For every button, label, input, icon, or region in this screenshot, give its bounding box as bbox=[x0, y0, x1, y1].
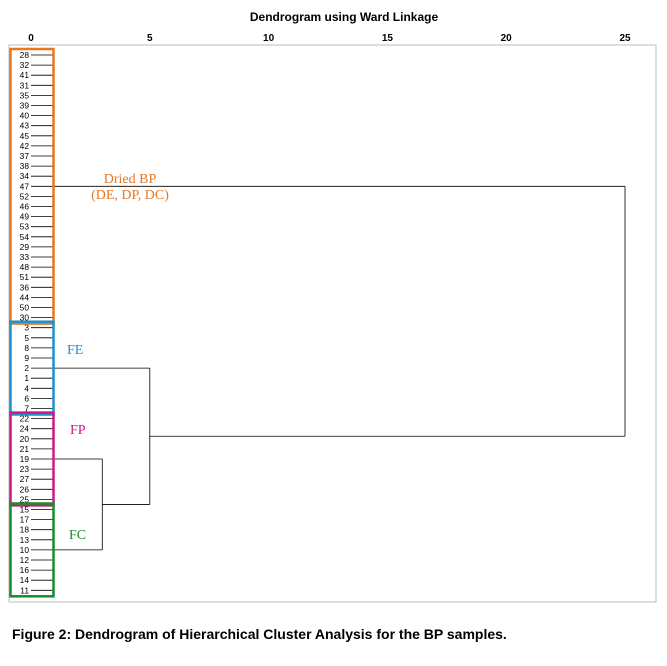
leaf-label: 42 bbox=[20, 141, 30, 151]
leaf-label: 20 bbox=[20, 434, 30, 444]
figure-caption: Figure 2: Dendrogram of Hierarchical Clu… bbox=[12, 626, 507, 642]
leaf-label: 43 bbox=[20, 121, 30, 131]
x-tick-label: 15 bbox=[382, 33, 394, 44]
leaf-label: 29 bbox=[20, 242, 30, 252]
x-tick-label: 10 bbox=[263, 33, 275, 44]
cluster-box bbox=[9, 320, 55, 416]
leaf-label: 21 bbox=[20, 444, 30, 454]
cluster-label: FP bbox=[70, 423, 86, 438]
leaf-label: 44 bbox=[20, 292, 30, 302]
leaf-label: 33 bbox=[20, 252, 30, 262]
leaf-label: 15 bbox=[20, 505, 30, 515]
leaf-label: 4 bbox=[24, 383, 29, 393]
x-tick-label: 20 bbox=[501, 33, 513, 44]
leaf-label: 39 bbox=[20, 101, 30, 111]
cluster-box bbox=[9, 411, 55, 507]
cluster-sublabel: (DE, DP, DC) bbox=[91, 188, 169, 203]
leaf-label: 13 bbox=[20, 535, 30, 545]
leaf-label: 26 bbox=[20, 484, 30, 494]
leaf-label: 41 bbox=[20, 70, 30, 80]
cluster-label: FE bbox=[67, 343, 83, 358]
chart-title: Dendrogram using Ward Linkage bbox=[250, 10, 439, 24]
leaf-label: 6 bbox=[24, 393, 29, 403]
leaf-label: 54 bbox=[20, 232, 30, 242]
leaf-label: 9 bbox=[24, 353, 29, 363]
leaf-label: 10 bbox=[20, 545, 30, 555]
leaf-label: 19 bbox=[20, 454, 30, 464]
leaf-label: 3 bbox=[24, 323, 29, 333]
leaf-label: 30 bbox=[20, 313, 30, 323]
plot-frame bbox=[8, 44, 657, 603]
leaf-label: 2 bbox=[24, 363, 29, 373]
leaf-label: 37 bbox=[20, 151, 30, 161]
leaf-label: 28 bbox=[20, 50, 30, 60]
leaf-label: 17 bbox=[20, 515, 30, 525]
leaf-label: 11 bbox=[20, 585, 29, 595]
leaf-label: 5 bbox=[24, 333, 29, 343]
x-axis-ticks: 0 5 10 15 20 25 bbox=[28, 33, 631, 44]
cluster-label: Dried BP bbox=[104, 172, 157, 187]
cluster-box bbox=[9, 502, 55, 598]
leaf-label: 24 bbox=[20, 424, 30, 434]
leaf-label: 25 bbox=[20, 494, 30, 504]
leaf-label: 47 bbox=[20, 181, 30, 191]
leaf-label: 27 bbox=[20, 474, 30, 484]
leaf-label: 49 bbox=[20, 212, 30, 222]
leaf-label: 38 bbox=[20, 161, 30, 171]
cluster-groups: Dried BP(DE, DP, DC) FE FP FC bbox=[9, 47, 169, 598]
leaf-label: 22 bbox=[20, 414, 30, 424]
leaf-label: 45 bbox=[20, 131, 30, 141]
leaf-label: 48 bbox=[20, 262, 30, 272]
leaf-label: 14 bbox=[20, 575, 30, 585]
leaf-label: 1 bbox=[24, 373, 29, 383]
x-tick-label: 5 bbox=[147, 33, 153, 44]
leaf-label: 32 bbox=[20, 60, 30, 70]
leaf-label: 34 bbox=[20, 171, 30, 181]
leaf-label: 12 bbox=[20, 555, 30, 565]
leaf-label: 51 bbox=[20, 272, 30, 282]
leaf-label: 53 bbox=[20, 222, 30, 232]
x-tick-label: 0 bbox=[28, 33, 34, 44]
dendrogram-links bbox=[52, 55, 626, 591]
leaf-label: 36 bbox=[20, 282, 30, 292]
leaf-label: 8 bbox=[24, 343, 29, 353]
leaf-label: 46 bbox=[20, 202, 30, 212]
leaf-label: 31 bbox=[20, 80, 30, 90]
cluster-box bbox=[9, 47, 55, 325]
x-tick-label: 25 bbox=[619, 33, 631, 44]
leaf-label: 40 bbox=[20, 111, 30, 121]
leaf-labels: 2832413135394043454237383447524649535429… bbox=[20, 50, 53, 595]
leaf-label: 16 bbox=[20, 565, 30, 575]
leaf-label: 23 bbox=[20, 464, 30, 474]
leaf-label: 7 bbox=[24, 404, 29, 414]
dendrogram-chart: Dendrogram using Ward Linkage 0 5 10 15 20 25… bbox=[8, 10, 657, 603]
leaf-label: 50 bbox=[20, 303, 30, 313]
leaf-label: 18 bbox=[20, 525, 30, 535]
leaf-label: 35 bbox=[20, 90, 30, 100]
leaf-label: 52 bbox=[20, 191, 30, 201]
cluster-label: FC bbox=[69, 528, 86, 543]
